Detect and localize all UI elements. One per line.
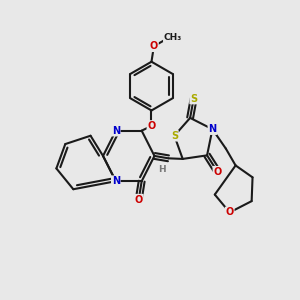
Text: H: H — [158, 165, 166, 174]
Text: O: O — [213, 167, 222, 177]
Text: O: O — [135, 195, 143, 205]
Text: CH₃: CH₃ — [164, 33, 182, 42]
Text: S: S — [171, 131, 178, 141]
Text: S: S — [190, 94, 197, 103]
Text: N: N — [112, 126, 120, 136]
Text: O: O — [226, 207, 234, 218]
Text: N: N — [208, 124, 217, 134]
Text: O: O — [147, 121, 156, 131]
Text: O: O — [150, 41, 158, 51]
Text: N: N — [112, 176, 120, 186]
